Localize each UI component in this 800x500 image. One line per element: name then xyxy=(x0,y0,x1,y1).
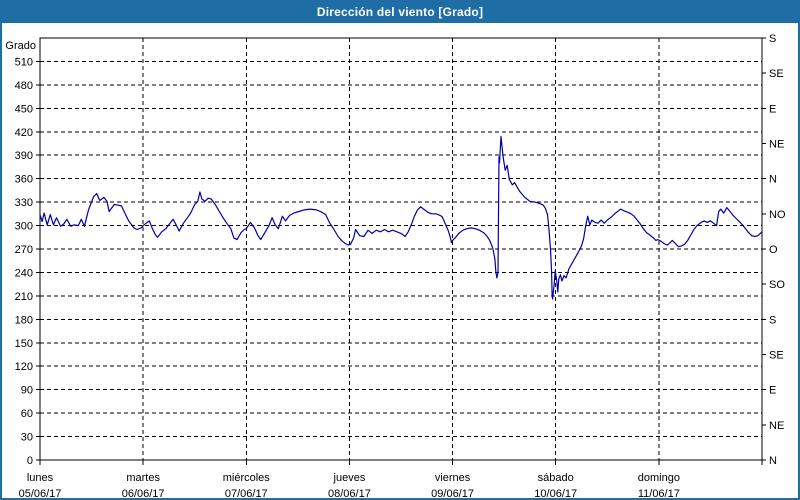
x-day-label: viernes xyxy=(435,472,471,484)
y-tick-label: 330 xyxy=(15,197,33,209)
compass-label: SE xyxy=(769,68,784,80)
chart-area: 0 30 60 90 120 150 180 210 240 270 300 330 360 390 420… xyxy=(2,23,798,498)
x-day-label: domingo xyxy=(638,472,680,484)
compass-label: SO xyxy=(769,279,785,291)
y-tick-label: 510 xyxy=(15,56,33,68)
compass-label: NO xyxy=(769,209,786,221)
chart-title: Dirección del viento [Grado] xyxy=(316,5,484,19)
compass-label: SE xyxy=(769,350,784,362)
x-day-label: lunes xyxy=(27,472,54,484)
x-day-label: sábado xyxy=(538,472,574,484)
y-tick-label: 180 xyxy=(15,314,33,326)
y-tick-label: 450 xyxy=(15,103,33,115)
y-tick-label: 60 xyxy=(21,408,33,420)
x-date-label: 07/06/17 xyxy=(225,488,268,498)
compass-label: S xyxy=(769,314,776,326)
y-tick-label: 90 xyxy=(21,385,33,397)
compass-label: NE xyxy=(769,420,784,432)
x-day-label: jueves xyxy=(333,472,366,484)
x-date-label: 10/06/17 xyxy=(534,488,577,498)
x-date-label: 11/06/17 xyxy=(638,488,680,498)
y-tick-label: 240 xyxy=(15,267,33,279)
y-tick-label: 120 xyxy=(15,361,33,373)
x-date-label: 09/06/17 xyxy=(431,488,474,498)
compass-label: E xyxy=(769,385,776,397)
y-tick-label: 210 xyxy=(15,291,33,303)
y-tick-label: 480 xyxy=(15,80,33,92)
compass-label: O xyxy=(769,244,778,256)
y-tick-label: 30 xyxy=(21,432,33,444)
y-tick-label: 300 xyxy=(15,221,33,233)
compass-label: E xyxy=(769,103,776,115)
x-date-label: 08/06/17 xyxy=(328,488,371,498)
compass-label: S xyxy=(769,33,776,45)
y-tick-label: 0 xyxy=(27,455,33,467)
wind-direction-line xyxy=(39,135,763,300)
title-bar: Dirección del viento [Grado] xyxy=(2,2,798,23)
x-day-label: miércoles xyxy=(223,472,271,484)
y-tick-label: 360 xyxy=(15,174,33,186)
x-day-label: martes xyxy=(126,472,160,484)
compass-label: N xyxy=(769,174,777,186)
y-tick-label: 150 xyxy=(15,338,33,350)
y-tick-label: 390 xyxy=(15,150,33,162)
y-tick-label: 270 xyxy=(15,244,33,256)
compass-label: N xyxy=(769,455,777,467)
y-tick-label: 420 xyxy=(15,127,33,139)
wind-direction-chart: 0 30 60 90 120 150 180 210 240 270 300 330 360 390 420… xyxy=(5,33,786,498)
y-axis-title: Grado xyxy=(5,40,36,52)
compass-label: NE xyxy=(769,139,784,151)
x-date-label: 06/06/17 xyxy=(122,488,165,498)
x-date-label: 05/06/17 xyxy=(19,488,62,498)
